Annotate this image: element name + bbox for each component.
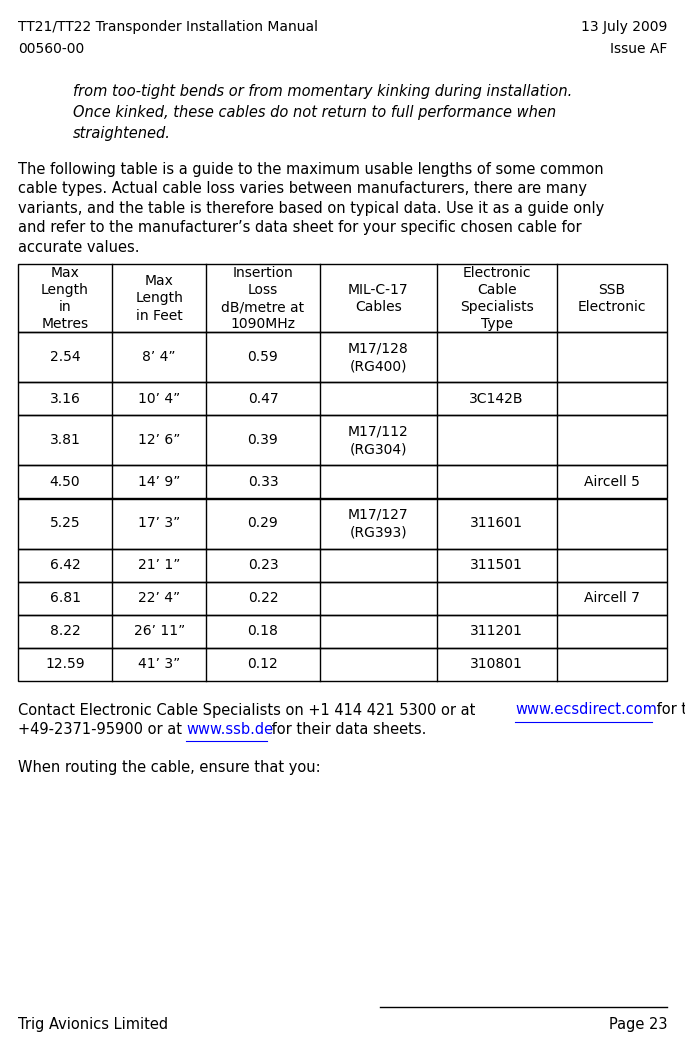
Text: 0.33: 0.33 bbox=[248, 475, 278, 489]
Bar bbox=[18, 648, 667, 680]
Text: 4.50: 4.50 bbox=[50, 475, 80, 489]
Text: 0.29: 0.29 bbox=[247, 516, 278, 531]
Text: 311201: 311201 bbox=[470, 624, 523, 638]
Text: 311501: 311501 bbox=[470, 558, 523, 572]
Text: 17’ 3”: 17’ 3” bbox=[138, 516, 180, 531]
Bar bbox=[18, 465, 667, 498]
Bar bbox=[18, 332, 667, 382]
Text: SSB
Electronic: SSB Electronic bbox=[577, 283, 646, 315]
Text: When routing the cable, ensure that you:: When routing the cable, ensure that you: bbox=[18, 760, 321, 775]
Text: M17/112
(RG304): M17/112 (RG304) bbox=[348, 425, 408, 457]
Text: Max
Length
in Feet: Max Length in Feet bbox=[135, 274, 183, 323]
Text: The following table is a guide to the maximum usable lengths of some common: The following table is a guide to the ma… bbox=[18, 162, 603, 177]
Text: M17/127
(RG393): M17/127 (RG393) bbox=[348, 508, 408, 539]
Bar bbox=[18, 549, 667, 581]
Text: 00560-00: 00560-00 bbox=[18, 42, 84, 56]
Text: 3C142B: 3C142B bbox=[469, 392, 524, 407]
Text: 41’ 3”: 41’ 3” bbox=[138, 657, 180, 671]
Text: cable types. Actual cable loss varies between manufacturers, there are many: cable types. Actual cable loss varies be… bbox=[18, 182, 587, 196]
Text: 22’ 4”: 22’ 4” bbox=[138, 591, 180, 605]
Text: for their data sheets.: for their data sheets. bbox=[266, 722, 426, 737]
Bar bbox=[18, 264, 667, 332]
Text: 0.23: 0.23 bbox=[248, 558, 278, 572]
Text: 5.25: 5.25 bbox=[50, 516, 80, 531]
Text: 0.12: 0.12 bbox=[247, 657, 278, 671]
Text: 0.22: 0.22 bbox=[248, 591, 278, 605]
Text: Page 23: Page 23 bbox=[608, 1017, 667, 1032]
Text: 0.47: 0.47 bbox=[248, 392, 278, 407]
Text: Electronic
Cable
Specialists
Type: Electronic Cable Specialists Type bbox=[460, 265, 534, 331]
Bar bbox=[18, 382, 667, 416]
Text: MIL-C-17
Cables: MIL-C-17 Cables bbox=[348, 283, 408, 315]
Text: 6.42: 6.42 bbox=[50, 558, 80, 572]
Text: 311601: 311601 bbox=[470, 516, 523, 531]
Bar bbox=[18, 416, 667, 465]
Text: 21’ 1”: 21’ 1” bbox=[138, 558, 180, 572]
Text: and refer to the manufacturer’s data sheet for your specific chosen cable for: and refer to the manufacturer’s data she… bbox=[18, 220, 582, 235]
Text: Trig Avionics Limited: Trig Avionics Limited bbox=[18, 1017, 168, 1032]
Text: 6.81: 6.81 bbox=[49, 591, 81, 605]
Text: 3.81: 3.81 bbox=[49, 434, 81, 447]
Bar bbox=[18, 614, 667, 648]
Text: 0.18: 0.18 bbox=[247, 624, 278, 638]
Text: 0.39: 0.39 bbox=[247, 434, 278, 447]
Text: accurate values.: accurate values. bbox=[18, 240, 140, 255]
Text: from too-tight bends or from momentary kinking during installation.
Once kinked,: from too-tight bends or from momentary k… bbox=[73, 84, 572, 141]
Text: Contact Electronic Cable Specialists on +1 414 421 5300 or at: Contact Electronic Cable Specialists on … bbox=[18, 702, 480, 718]
Text: 0.59: 0.59 bbox=[247, 350, 278, 365]
Text: TT21/TT22 Transponder Installation Manual: TT21/TT22 Transponder Installation Manua… bbox=[18, 20, 318, 34]
Text: +49-2371-95900 or at: +49-2371-95900 or at bbox=[18, 722, 186, 737]
Text: 3.16: 3.16 bbox=[49, 392, 81, 407]
Text: www.ssb.de: www.ssb.de bbox=[186, 722, 273, 737]
Text: 310801: 310801 bbox=[470, 657, 523, 671]
Text: M17/128
(RG400): M17/128 (RG400) bbox=[348, 342, 408, 373]
Bar bbox=[18, 581, 667, 614]
Text: 8’ 4”: 8’ 4” bbox=[142, 350, 176, 365]
Text: 26’ 11”: 26’ 11” bbox=[134, 624, 185, 638]
Bar bbox=[18, 498, 667, 549]
Text: for their data sheets.  Contact SSB-Electronic GmbH on: for their data sheets. Contact SSB-Elect… bbox=[651, 702, 685, 718]
Text: 14’ 9”: 14’ 9” bbox=[138, 475, 180, 489]
Text: 12’ 6”: 12’ 6” bbox=[138, 434, 180, 447]
Text: 13 July 2009: 13 July 2009 bbox=[581, 20, 667, 34]
Text: 8.22: 8.22 bbox=[50, 624, 80, 638]
Text: 10’ 4”: 10’ 4” bbox=[138, 392, 180, 407]
Text: Max
Length
in
Metres: Max Length in Metres bbox=[41, 265, 89, 331]
Text: Aircell 7: Aircell 7 bbox=[584, 591, 640, 605]
Text: variants, and the table is therefore based on typical data. Use it as a guide on: variants, and the table is therefore bas… bbox=[18, 201, 604, 216]
Text: Aircell 5: Aircell 5 bbox=[584, 475, 640, 489]
Text: Issue AF: Issue AF bbox=[610, 42, 667, 56]
Text: Insertion
Loss
dB/metre at
1090MHz: Insertion Loss dB/metre at 1090MHz bbox=[221, 265, 305, 331]
Text: www.ecsdirect.com: www.ecsdirect.com bbox=[515, 702, 657, 718]
Text: 12.59: 12.59 bbox=[45, 657, 85, 671]
Text: 2.54: 2.54 bbox=[50, 350, 80, 365]
